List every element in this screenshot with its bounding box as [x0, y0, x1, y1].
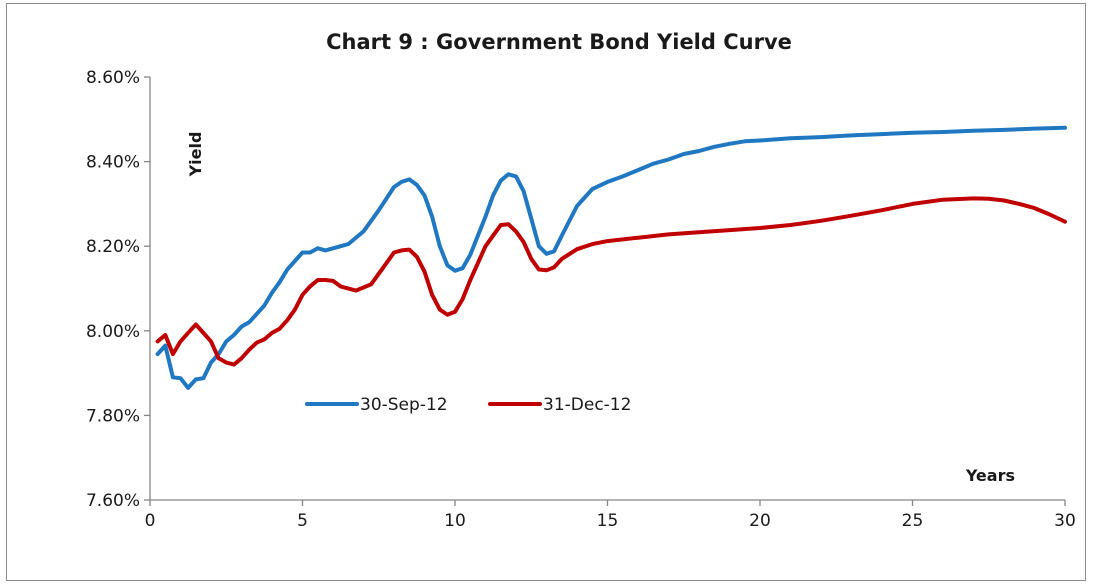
x-tick-label: 5 — [297, 511, 308, 531]
y-tick-label: 8.20% — [86, 237, 140, 257]
y-tick-label: 8.40% — [86, 153, 140, 173]
legend: 30-Sep-12 31-Dec-12 — [305, 395, 631, 415]
chart-title: Chart 9 : Government Bond Yield Curve — [326, 30, 792, 54]
y-axis-ticks: 7.60% 7.80% 8.00% 8.20% 8.40% 8.60% — [86, 68, 150, 511]
y-axis-label: Yield — [186, 132, 205, 178]
y-tick-label: 7.60% — [86, 491, 140, 511]
axes — [149, 77, 1065, 501]
x-tick-label: 30 — [1054, 511, 1076, 531]
x-tick-label: 15 — [597, 511, 619, 531]
chart-frame: Chart 9 : Government Bond Yield Curve 7.… — [6, 3, 1086, 581]
series-lines — [155, 125, 1067, 390]
x-tick-label: 10 — [444, 511, 466, 531]
x-tick-label: 20 — [749, 511, 771, 531]
y-tick-label: 7.80% — [86, 406, 140, 426]
legend-label: 31-Dec-12 — [543, 395, 631, 415]
legend-label: 30-Sep-12 — [360, 395, 448, 415]
x-tick-label: 0 — [145, 511, 156, 531]
x-tick-label: 25 — [902, 511, 924, 531]
y-tick-label: 8.00% — [86, 322, 140, 342]
series-line-sep-12 — [155, 125, 1067, 390]
yield-curve-chart: Chart 9 : Government Bond Yield Curve 7.… — [86, 30, 1076, 531]
series-line-dec-12 — [155, 196, 1067, 367]
x-axis-label: Years — [965, 466, 1015, 485]
x-axis-ticks: 0 5 10 15 20 25 30 — [145, 500, 1076, 531]
y-tick-label: 8.60% — [86, 68, 140, 88]
